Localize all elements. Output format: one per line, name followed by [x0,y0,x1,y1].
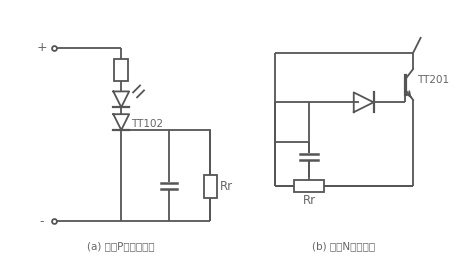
Bar [204,174,217,198]
Text: (b) 采用N型热敏管: (b) 采用N型热敏管 [312,241,375,251]
Text: Rr: Rr [303,194,316,207]
Text: TT102: TT102 [131,119,163,129]
Text: +: + [37,41,47,54]
Text: TT201: TT201 [417,75,449,85]
Text: Rr: Rr [220,180,233,193]
Text: -: - [40,215,45,227]
Text: (a) 采用P型热品闸管: (a) 采用P型热品闸管 [87,241,155,251]
Bar [294,181,324,192]
Bar [114,59,128,80]
